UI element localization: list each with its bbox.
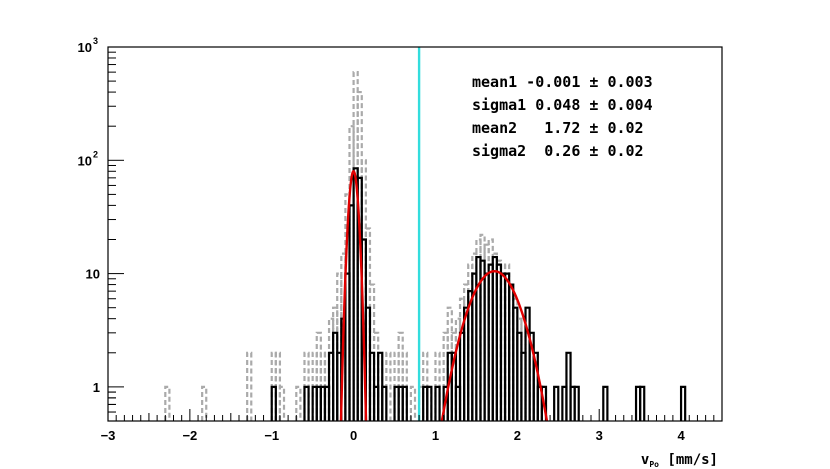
hist-bin-s0-1 <box>201 385 208 421</box>
x-tick-label: −3 <box>101 428 116 443</box>
hist-bin-s1-51 <box>553 385 560 421</box>
hist-bin-s1-24 <box>426 385 433 421</box>
x-tick-label: 1 <box>432 428 439 443</box>
hist-bin-s1-55 <box>573 385 580 421</box>
stats-line-3: mean2 1.72 ± 0.02 <box>472 119 644 137</box>
hist-bin-s1-22 <box>401 385 408 421</box>
x-tick-label: 3 <box>596 428 603 443</box>
hist-bin-s1-58 <box>639 385 646 421</box>
hist-bin-s1-59 <box>679 385 687 421</box>
y-tick-label: 10 <box>78 40 92 55</box>
frame-layer <box>107 46 723 422</box>
hist-bin-s1-25 <box>434 385 441 421</box>
x-tick-label: 4 <box>677 428 685 443</box>
hist-bin-s1-0 <box>270 385 277 421</box>
x-axis-label: vPo [mm/s] <box>641 452 718 469</box>
hist-bin-s1-19 <box>381 385 388 421</box>
gaussian-fit-2 <box>440 269 549 422</box>
stats-line-2: sigma1 0.048 ± 0.004 <box>472 96 653 114</box>
hist-bin-s1-1 <box>303 385 310 421</box>
x-tick-label: −1 <box>264 428 279 443</box>
hist-bin-s1-50 <box>540 385 548 421</box>
hist-bin-s0-5 <box>278 385 286 421</box>
stats-line-1: mean1 -0.001 ± 0.003 <box>472 73 653 91</box>
y-tick-label: 1 <box>93 380 100 395</box>
hist-bin-s0-0 <box>164 385 171 421</box>
hist-bin-s0-6 <box>295 385 302 421</box>
plot-frame <box>107 46 723 422</box>
stats-layer: mean1 -0.001 ± 0.003 sigma1 0.048 ± 0.004… <box>472 73 653 160</box>
x-tick-label: 0 <box>350 428 357 443</box>
x-tick-label: 2 <box>514 428 521 443</box>
y-tick-exponent: 3 <box>93 36 98 46</box>
y-tick-exponent: 2 <box>93 149 98 159</box>
hist-bin-s0-2 <box>246 351 253 421</box>
hist-bin-s1-56 <box>602 385 609 421</box>
stats-line-4: sigma2 0.26 ± 0.02 <box>472 142 644 160</box>
label-layer: vPo [mm/s] <box>641 452 718 469</box>
hist-bin-s0-30 <box>409 385 417 421</box>
y-tick-label: 10 <box>78 153 92 168</box>
gaussian-fit-1 <box>339 170 368 422</box>
x-tick-label: −2 <box>182 428 197 443</box>
fit-layer <box>339 170 549 422</box>
y-tick-label: 10 <box>86 267 100 282</box>
